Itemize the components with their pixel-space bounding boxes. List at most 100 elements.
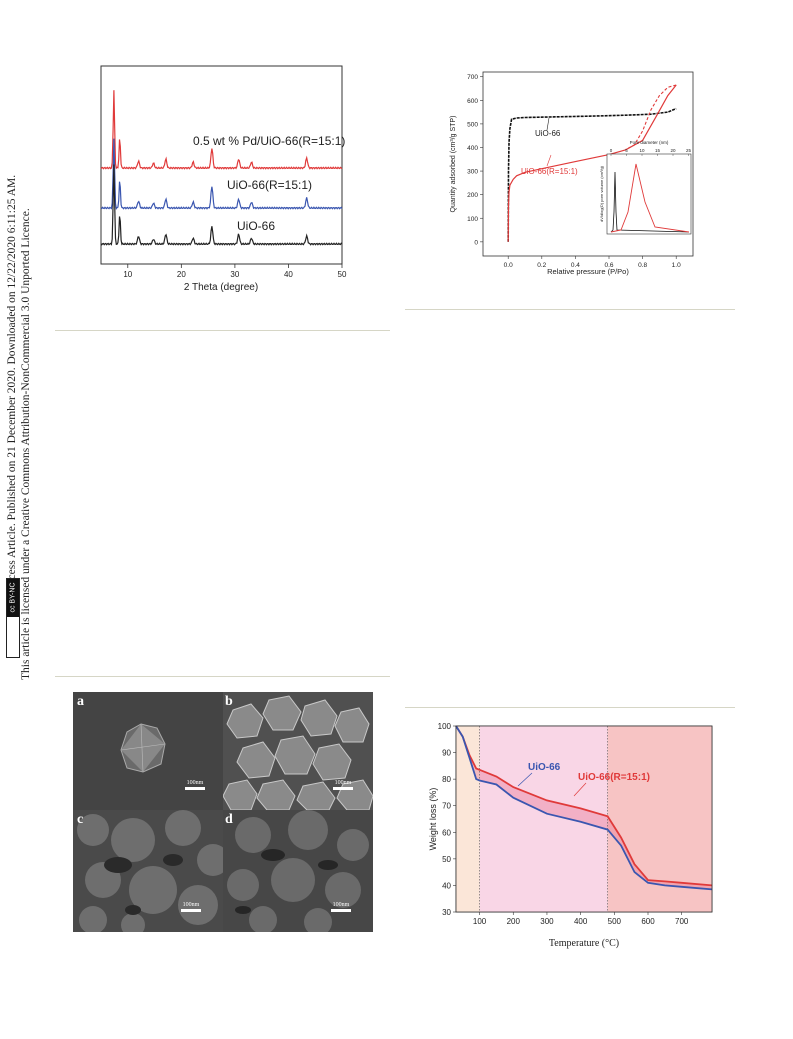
bet-inset-tick-label: 15 [655,148,661,153]
tga-y-tick-label: 30 [442,908,451,917]
sem-panel-b-label: b [225,694,233,709]
xrd-series-pd [100,90,343,170]
xrd-x-tick-label: 30 [230,270,239,279]
bet-frame [482,71,694,257]
bet-label-uio66: UiO-66 [535,129,561,138]
tga-y-axis-label: Weight loss (%) [428,788,438,851]
tga-y-tick-label: 80 [442,775,451,784]
tga-x-tick-label: 300 [540,917,554,926]
divider [405,309,735,310]
license-badge-text: cc BY-NC [9,582,17,613]
tga-y-tick-label: 40 [442,881,451,890]
tga-y-tick-label: 50 [442,855,451,864]
tga-x-tick-label: 700 [675,917,689,926]
bet-inset-tick-label: 0 [610,148,613,153]
sem-figure: a 100nm b 100nm [73,692,373,932]
bet-x-tick-label: 0.2 [537,262,546,269]
bet-inset-tick-label: 5 [625,148,628,153]
tga-label-uio66-r15-arrow [573,782,587,797]
tga-x-axis-label: Temperature (°C) [549,938,619,949]
sem-image-d [227,810,369,932]
bet-inset-series-uio66 [610,171,690,233]
divider [405,707,735,708]
bet-x-tick-label: 0.8 [638,262,647,269]
tga-frame-top [455,725,713,913]
xrd-x-tick-label: 50 [338,270,347,279]
tga-x-tick-label: 600 [641,917,655,926]
bet-inset-frame [606,153,692,235]
bet-y-tick-label: 400 [467,145,478,152]
xrd-x-tick-label: 40 [284,270,293,279]
tga-y-tick-label: 60 [442,828,451,837]
tga-label-uio66-r15: UiO-66(R=15:1) [578,772,650,783]
xrd-label-pd: 0.5 wt % Pd/UiO-66(R=15:1) [193,134,345,148]
divider [55,676,390,677]
sem-image-b [223,695,373,810]
cc-license-badge[interactable]: cc BY-NC [6,578,20,658]
bet-label-uio66-r15: UiO-66(R=15:1) [521,167,578,176]
sidebar-line-1: Open Access Article. Published on 21 Dec… [6,174,18,620]
sem-panel-c-label: c [77,812,84,827]
bet-y-axis-label: Quantity adsorbed (cm³/g STP) [450,116,457,213]
bet-inset: Pore diameter (nm) 0 5 10 15 20 25 dV/dlog(D)… [599,140,692,235]
bet-x-tick-label: 0.4 [571,262,580,269]
bet-y-tick-label: 300 [467,169,478,176]
xrd-x-tick-label: 20 [177,270,186,279]
tga-y-tick-label: 70 [442,802,451,811]
divider [55,330,390,331]
tga-x-tick-label: 100 [473,917,487,926]
tga-chart: 30 40 50 60 70 80 90 100 100 200 300 400 500 600 700 U… [428,722,713,949]
bet-x-axis-label: Relative pressure (P/Po) [547,267,629,276]
bet-series-uio66 [507,107,677,242]
bet-inset-x-label: Pore diameter (nm) [630,140,669,145]
bet-x-tick-label: 1.0 [672,262,681,269]
xrd-label-uio66-r15: UiO-66(R=15:1) [227,178,312,192]
bet-y-tick-label: 0 [474,239,478,246]
bet-y-tick-label: 500 [467,121,478,128]
tga-region-2 [479,726,608,912]
bet-series-uio66-r15-desorption [625,84,677,150]
tga-label-uio66: UiO-66 [528,762,561,773]
tga-y-tick-label: 100 [438,722,452,731]
bet-label-uio66-arrow [546,117,550,131]
sem-panel-b: b 100nm [223,692,373,810]
bet-inset-tick-label: 20 [670,148,676,153]
tga-x-tick-label: 500 [608,917,622,926]
tga-y-tick-label: 90 [442,749,451,758]
bet-x-tick-label: 0.0 [504,262,513,269]
bet-y-tick-label: 700 [467,74,478,81]
tga-label-uio66-arrow [517,772,533,787]
bet-label-uio66-r15-arrow [546,154,552,167]
bet-y-tick-label: 100 [467,216,478,223]
bet-inset-y-label: dV/dlog(D) pore volume (cm³/g) [599,165,604,222]
sem-scale-bar: 100nm [185,780,205,790]
xrd-series-uio66-r15 [100,138,343,211]
xrd-x-tick-label: 10 [123,270,132,279]
xrd-label-uio66: UiO-66 [237,219,275,233]
xrd-series-uio66 [100,164,343,246]
sem-panel-a: a 100nm [73,692,223,810]
sem-panel-c: c 100nm [73,810,223,932]
sem-panel-a-label: a [77,694,84,709]
bet-inset-series-uio66-r15 [610,163,690,233]
bet-inset-tick-label: 10 [639,148,645,153]
bet-inset-tick-label: 25 [686,148,692,153]
tga-series-uio66 [455,725,713,891]
sem-panel-d-label: d [225,812,233,827]
sem-image-c [77,810,223,932]
xrd-frame [100,65,343,265]
tga-x-tick-label: 200 [507,917,521,926]
bet-x-tick-label: 0.6 [604,262,613,269]
sem-scale-bar: 100nm [181,902,201,912]
bet-y-tick-label: 600 [467,98,478,105]
sem-panel-d: d 100nm [223,810,373,932]
sem-scale-bar: 100nm [333,780,353,790]
sem-scale-bar: 100nm [331,902,351,912]
sem-image-a [120,723,166,773]
tga-x-tick-label: 400 [574,917,588,926]
tga-series-uio66-r15 [455,725,713,887]
bet-series-uio66-r15 [507,84,677,242]
bet-y-tick-label: 200 [467,192,478,199]
xrd-x-axis-label: 2 Theta (degree) [184,282,258,293]
